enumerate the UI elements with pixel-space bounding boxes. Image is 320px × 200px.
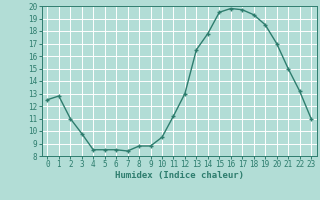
- X-axis label: Humidex (Indice chaleur): Humidex (Indice chaleur): [115, 171, 244, 180]
